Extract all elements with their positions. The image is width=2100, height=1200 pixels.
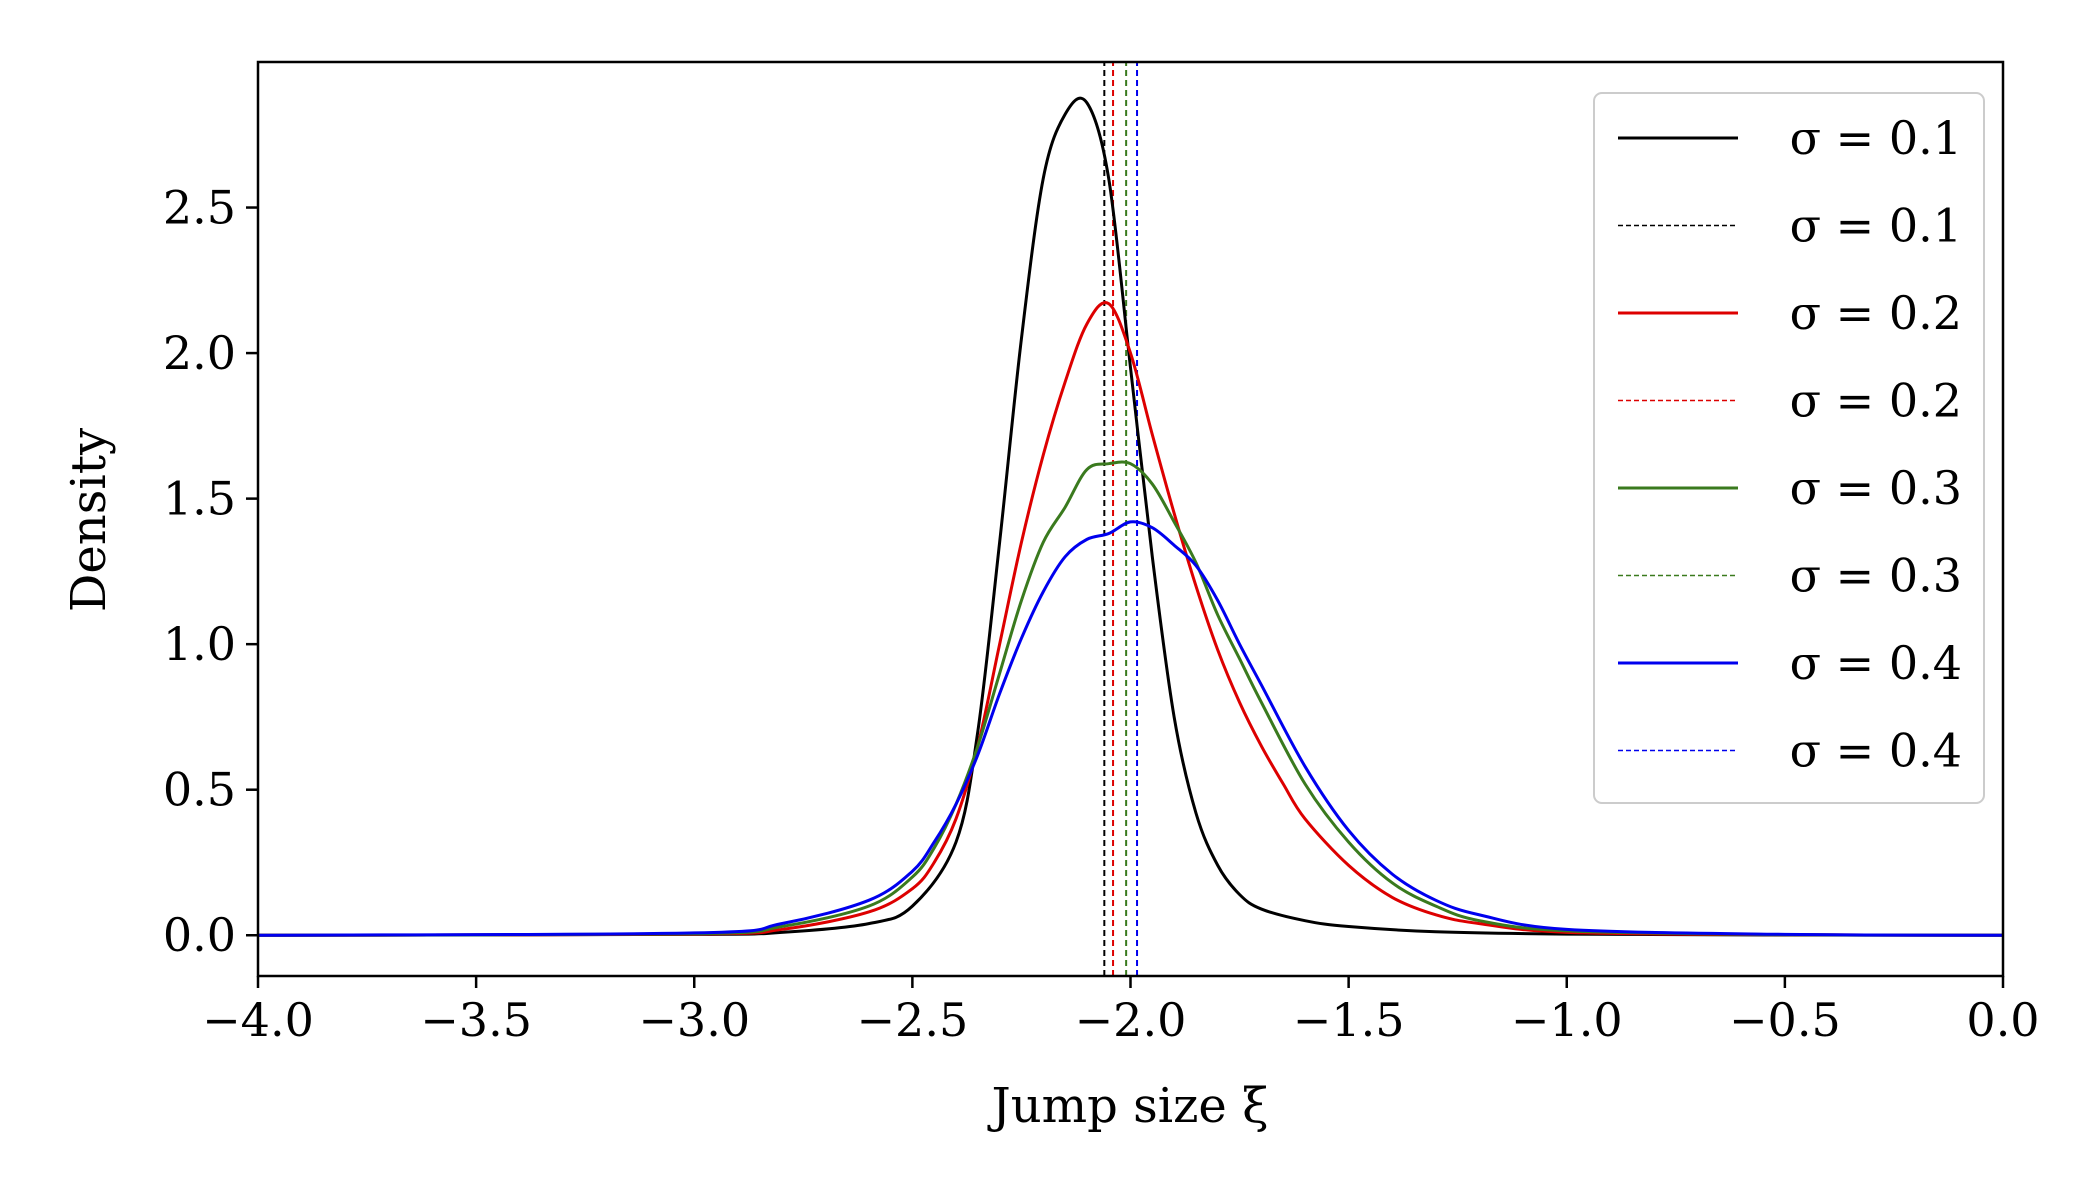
- x-tick-label: −2.5: [857, 993, 969, 1047]
- x-tick-label: −4.0: [202, 993, 314, 1047]
- y-tick-label: 2.5: [163, 181, 236, 235]
- legend: σ = 0.1 σ = 0.1 σ = 0.2 σ = 0.2 σ = 0.3 σ = 0…: [1593, 92, 1985, 804]
- legend-label: σ = 0.3: [1790, 549, 1962, 603]
- x-tick-label: −0.5: [1729, 993, 1841, 1047]
- legend-frame: [1593, 92, 1985, 804]
- axes-ticks: −4.0 −3.5 −3.0 −2.5 −2.0 −1.5 −1.0 −0.5 0.0 0.0 0.…: [163, 181, 2040, 1047]
- density-curve-series-2: [258, 301, 2003, 937]
- density-curve-series-0: [258, 96, 2003, 937]
- y-tick-label: 2.0: [163, 326, 236, 380]
- legend-label: σ = 0.1: [1790, 111, 1962, 165]
- legend-label: σ = 0.1: [1790, 199, 1962, 253]
- x-tick-label: −1.5: [1293, 993, 1405, 1047]
- density-curve-series-6: [258, 520, 2003, 937]
- legend-label: σ = 0.2: [1790, 286, 1962, 340]
- legend-label: σ = 0.2: [1790, 374, 1962, 428]
- x-tick-label: −1.0: [1511, 993, 1623, 1047]
- density-curve-series-4: [258, 460, 2003, 937]
- x-tick-label: −2.0: [1075, 993, 1187, 1047]
- x-tick-label: 0.0: [1966, 993, 2039, 1047]
- y-tick-label: 1.0: [163, 617, 236, 671]
- plot-area: [258, 62, 2003, 976]
- y-tick-label: 0.5: [163, 763, 236, 817]
- x-tick-label: −3.5: [420, 993, 532, 1047]
- x-axis-label: Jump size ξ: [986, 1078, 1268, 1134]
- legend-label: σ = 0.3: [1790, 461, 1962, 515]
- y-axis-label: Density: [61, 428, 117, 612]
- y-tick-label: 1.5: [163, 472, 236, 526]
- legend-label: σ = 0.4: [1790, 724, 1962, 778]
- x-tick-label: −3.0: [638, 993, 750, 1047]
- y-tick-label: 0.0: [163, 908, 236, 962]
- legend-label: σ = 0.4: [1790, 636, 1962, 690]
